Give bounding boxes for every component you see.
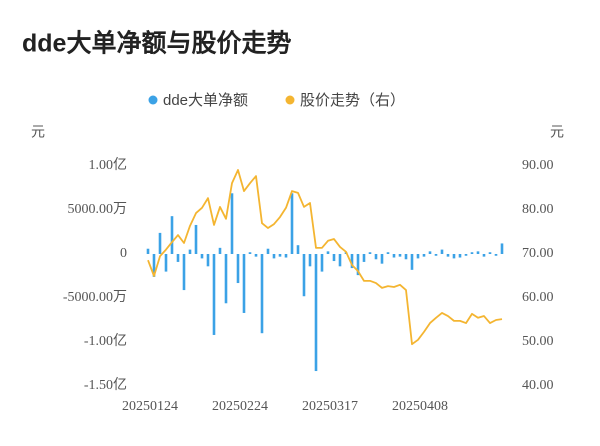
bar bbox=[458, 254, 462, 258]
bar bbox=[440, 249, 444, 254]
bar bbox=[422, 254, 426, 257]
bar bbox=[308, 254, 312, 267]
y2-tick-label: 40.00 bbox=[522, 378, 554, 393]
bar bbox=[320, 254, 324, 272]
bar bbox=[218, 247, 222, 254]
y-axis-unit: 元 bbox=[31, 124, 45, 140]
bar bbox=[476, 251, 480, 254]
legend-label[interactable]: 股价走势（右） bbox=[300, 92, 405, 109]
bar bbox=[248, 252, 252, 254]
y-tick-label: 0 bbox=[120, 246, 127, 261]
bar bbox=[272, 254, 276, 259]
bar bbox=[404, 254, 408, 260]
bar bbox=[392, 254, 396, 258]
bar bbox=[182, 254, 186, 291]
bar bbox=[236, 254, 240, 284]
bar bbox=[164, 254, 168, 272]
bar bbox=[200, 254, 204, 259]
bar bbox=[146, 248, 150, 254]
bar bbox=[296, 245, 300, 254]
y-tick-label: 1.00亿 bbox=[89, 157, 128, 173]
bar bbox=[410, 254, 414, 270]
bar bbox=[284, 254, 288, 258]
bar bbox=[416, 254, 420, 259]
bar bbox=[356, 254, 360, 276]
bar bbox=[434, 254, 438, 256]
y-tick-label: -5000.00万 bbox=[63, 290, 127, 305]
bar bbox=[242, 254, 246, 313]
bar bbox=[428, 251, 432, 254]
bar bbox=[362, 254, 366, 262]
x-tick-label: 20250317 bbox=[302, 399, 358, 414]
bar bbox=[170, 216, 174, 254]
y2-tick-label: 90.00 bbox=[522, 158, 554, 173]
bar bbox=[488, 252, 492, 254]
bar bbox=[290, 193, 294, 254]
bar bbox=[482, 254, 486, 257]
y-tick-label: -1.50亿 bbox=[84, 377, 127, 393]
bar bbox=[230, 193, 234, 254]
bar bbox=[326, 251, 330, 254]
bar bbox=[338, 254, 342, 267]
bar bbox=[176, 254, 180, 262]
bar bbox=[194, 224, 198, 254]
bar bbox=[266, 248, 270, 254]
bar bbox=[152, 254, 156, 277]
bar bbox=[380, 254, 384, 264]
bar bbox=[206, 254, 210, 267]
bar bbox=[386, 252, 390, 254]
y-tick-label: 5000.00万 bbox=[68, 202, 128, 217]
x-tick-label: 20250224 bbox=[212, 399, 268, 414]
bar bbox=[254, 254, 258, 257]
bar bbox=[188, 249, 192, 254]
bar bbox=[470, 252, 474, 254]
bar bbox=[350, 254, 354, 269]
bar bbox=[302, 254, 306, 297]
chart-title: dde大单净额与股价走势 bbox=[22, 29, 291, 58]
bar bbox=[212, 254, 216, 335]
y2-tick-label: 80.00 bbox=[522, 202, 554, 217]
bar bbox=[260, 254, 264, 334]
bar bbox=[278, 254, 282, 257]
legend-marker bbox=[148, 95, 158, 105]
bar bbox=[464, 254, 468, 256]
price-line bbox=[147, 169, 503, 346]
bar bbox=[446, 254, 450, 257]
y2-tick-label: 50.00 bbox=[522, 334, 554, 349]
y2-tick-label: 60.00 bbox=[522, 290, 554, 305]
bar bbox=[452, 254, 456, 259]
bar bbox=[398, 254, 402, 257]
bar bbox=[224, 254, 228, 304]
bar bbox=[332, 254, 336, 262]
x-tick-label: 20250408 bbox=[392, 399, 448, 414]
bar bbox=[158, 232, 162, 254]
y2-axis-unit: 元 bbox=[550, 124, 564, 140]
bar bbox=[494, 254, 498, 256]
bar bbox=[314, 254, 318, 372]
bar bbox=[500, 243, 504, 254]
legend-marker bbox=[285, 95, 295, 105]
y2-tick-label: 70.00 bbox=[522, 246, 554, 261]
bar bbox=[374, 254, 378, 260]
x-tick-label: 20250124 bbox=[122, 399, 178, 414]
bar bbox=[368, 252, 372, 254]
legend-label[interactable]: dde大单净额 bbox=[163, 92, 248, 109]
y-tick-label: -1.00亿 bbox=[84, 333, 127, 349]
